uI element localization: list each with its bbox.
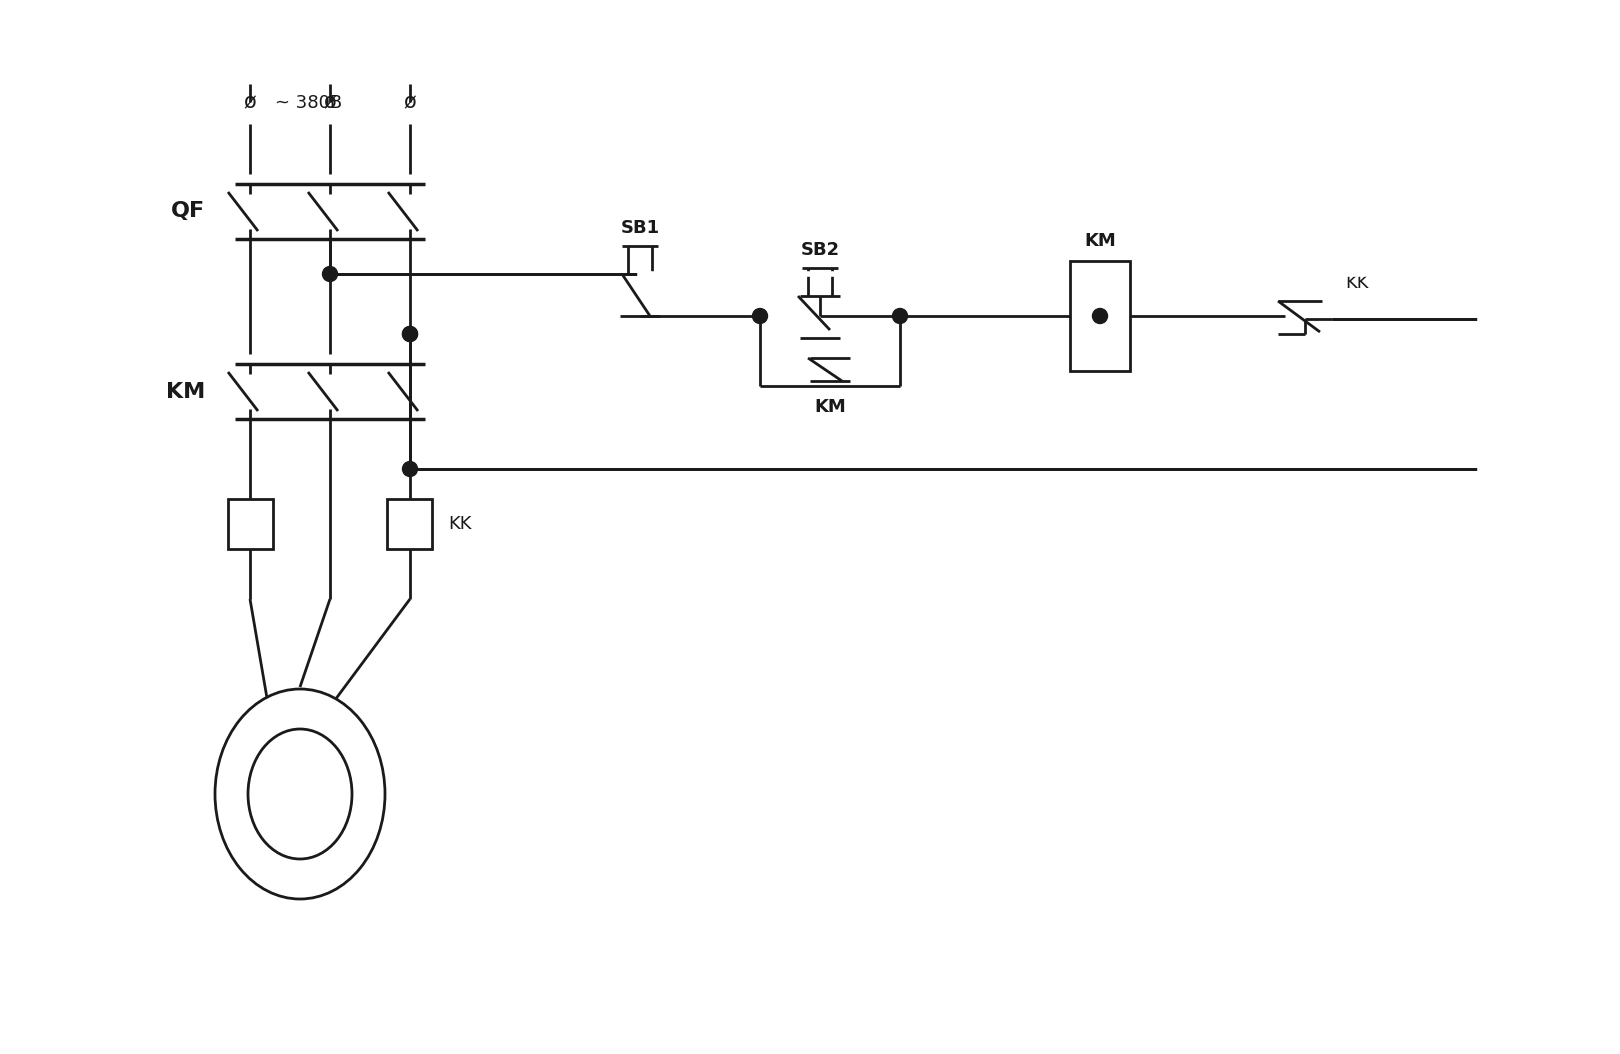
Bar	[1069, 261, 1131, 371]
Circle shape	[322, 267, 337, 281]
Text: SB1: SB1	[620, 219, 659, 237]
Bar	[227, 499, 272, 549]
Text: ø: ø	[324, 92, 337, 112]
Text: ~ 380B: ~ 380B	[275, 94, 342, 112]
Circle shape	[402, 327, 418, 341]
Text: ø: ø	[403, 92, 416, 112]
Text: KM: KM	[815, 398, 846, 416]
Text: KK: KK	[449, 515, 471, 533]
Text: KM: KM	[1084, 232, 1116, 250]
Circle shape	[753, 309, 768, 324]
Ellipse shape	[248, 729, 352, 859]
Text: QF: QF	[170, 201, 206, 221]
Circle shape	[402, 462, 418, 476]
Bar	[387, 499, 433, 549]
Text: KM: KM	[165, 382, 206, 402]
Circle shape	[1092, 309, 1108, 324]
Circle shape	[893, 309, 907, 324]
Text: ø: ø	[243, 92, 256, 112]
Circle shape	[402, 327, 418, 341]
Text: KK: KK	[1345, 274, 1369, 292]
Text: SB2: SB2	[800, 241, 839, 259]
Ellipse shape	[215, 689, 386, 899]
